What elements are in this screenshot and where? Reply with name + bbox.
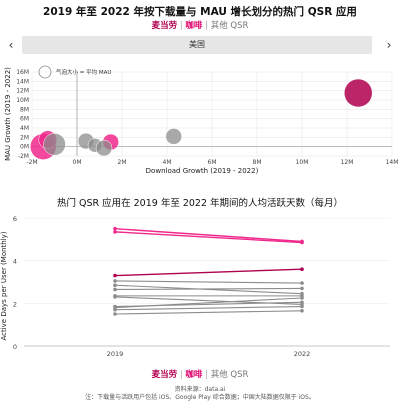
x-axis-title: Download Growth (2019 - 2022): [146, 167, 259, 175]
y-tick-label: -2M: [18, 153, 29, 160]
series-point-other: [113, 295, 117, 299]
legend-separator: |: [205, 370, 208, 380]
size-legend-circle: [38, 65, 52, 79]
series-line-other: [114, 280, 303, 284]
filter-coffee[interactable]: 咖啡: [185, 21, 203, 31]
series-point-other: [113, 287, 117, 292]
series-point-other: [113, 312, 117, 316]
series-point-other: [113, 279, 117, 283]
y-tick-label: 2M: [20, 134, 29, 141]
slope-chart: 0 2 4 6 Active Days per User (Monthly) 2019 20…: [0, 215, 390, 358]
series-line-other: [114, 287, 303, 291]
series-point-coffee: [300, 240, 304, 245]
series-point-other: [300, 300, 304, 305]
legend-mcd[interactable]: 麦当劳: [151, 370, 178, 380]
series-point-coffee: [113, 230, 117, 234]
x-tick-label: 6M: [208, 159, 217, 166]
y-tick-label: 8M: [20, 106, 29, 113]
legend-other[interactable]: 其他 QSR: [210, 370, 249, 380]
y-tick-label: 0M: [20, 144, 29, 151]
series-point-other: [300, 281, 304, 285]
series-point-mcd: [113, 273, 117, 278]
slope-chart-title: 热门 QSR 应用在 2019 年至 2022 年期间的人均活跃天数（每月）: [56, 198, 344, 209]
legend-coffee[interactable]: 咖啡: [185, 370, 203, 380]
y-axis-title: Active Days per User (Monthly): [0, 231, 8, 340]
y-tick-label: 0: [13, 343, 17, 351]
y-tick-label: 16M: [16, 69, 29, 76]
filter-separator: |: [179, 21, 183, 31]
series-point-mcd: [300, 267, 304, 272]
series-point-other: [300, 304, 304, 309]
x-tick-label: -2M: [26, 159, 37, 166]
filter-separator: |: [205, 21, 208, 31]
y-tick-label: 10M: [16, 97, 29, 104]
series-point-other: [113, 283, 117, 288]
y-tick-label: 6M: [20, 116, 29, 123]
group-filter: 麦当劳 | 咖啡 | 其他 QSR: [0, 19, 400, 31]
x-tick-label: 2019: [107, 350, 124, 358]
x-tick-label: 8M: [253, 159, 262, 166]
series-point-coffee: [113, 226, 117, 231]
y-tick-label: 6: [13, 215, 17, 223]
bubble-mcd: [344, 78, 373, 108]
filter-other[interactable]: 其他 QSR: [210, 21, 249, 31]
bubble-other: [165, 128, 182, 145]
slope-legend: 麦当劳 | 咖啡 | 其他 QSR: [0, 368, 400, 380]
series-point-other: [113, 307, 117, 312]
series-point-other: [300, 309, 304, 313]
x-tick-label: 10M: [296, 159, 309, 166]
x-tick-label: 2022: [294, 350, 311, 358]
size-legend-label: 气泡大小 = 平均 MAU: [56, 68, 111, 76]
y-tick-label: 4M: [20, 125, 29, 132]
series-point-other: [300, 286, 304, 291]
y-tick-label: 12M: [16, 88, 29, 95]
scatter-chart: -2M 0M 2M 4M 6M 8M 10M 12M 14M -2M 0M 2M 4M 6M 8M 10M 12…: [4, 65, 399, 175]
source-note: 资料来源：data.ai: [174, 386, 226, 393]
next-arrow-icon[interactable]: ›: [386, 38, 392, 52]
x-tick-label: 0M: [73, 159, 82, 166]
series-line-coffee: [114, 227, 303, 243]
x-tick-label: 14M: [386, 159, 399, 166]
series-point-other: [300, 296, 304, 300]
y-tick-label: 2: [13, 300, 17, 308]
series-line-other: [114, 310, 303, 315]
series-line-coffee: [114, 231, 303, 244]
prev-arrow-icon[interactable]: ‹: [8, 38, 14, 52]
series-line-other: [114, 297, 303, 309]
bubble-other: [95, 139, 113, 157]
series-line-mcd: [114, 268, 303, 277]
series-line-other: [114, 305, 303, 311]
legend-separator: |: [179, 370, 183, 380]
filter-mcd[interactable]: 麦当劳: [151, 21, 178, 31]
x-tick-label: 12M: [341, 159, 354, 166]
footnote: 注：下载量与活跃用户包括 iOS、Google Play 综合数据；中国大陆数据…: [85, 394, 315, 401]
x-tick-label: 2M: [118, 159, 127, 166]
bubble-other: [43, 133, 66, 156]
chart-title: 2019 年至 2022 年按下载量与 MAU 增长划分的热门 QSR 应用: [43, 6, 357, 18]
region-selector[interactable]: 美国: [22, 36, 372, 54]
y-tick-label: 4: [13, 258, 17, 266]
y-tick-label: 14M: [16, 78, 29, 85]
y-axis-title: MAU Growth (2019 - 2022): [4, 67, 12, 161]
x-tick-label: 4M: [163, 159, 172, 166]
